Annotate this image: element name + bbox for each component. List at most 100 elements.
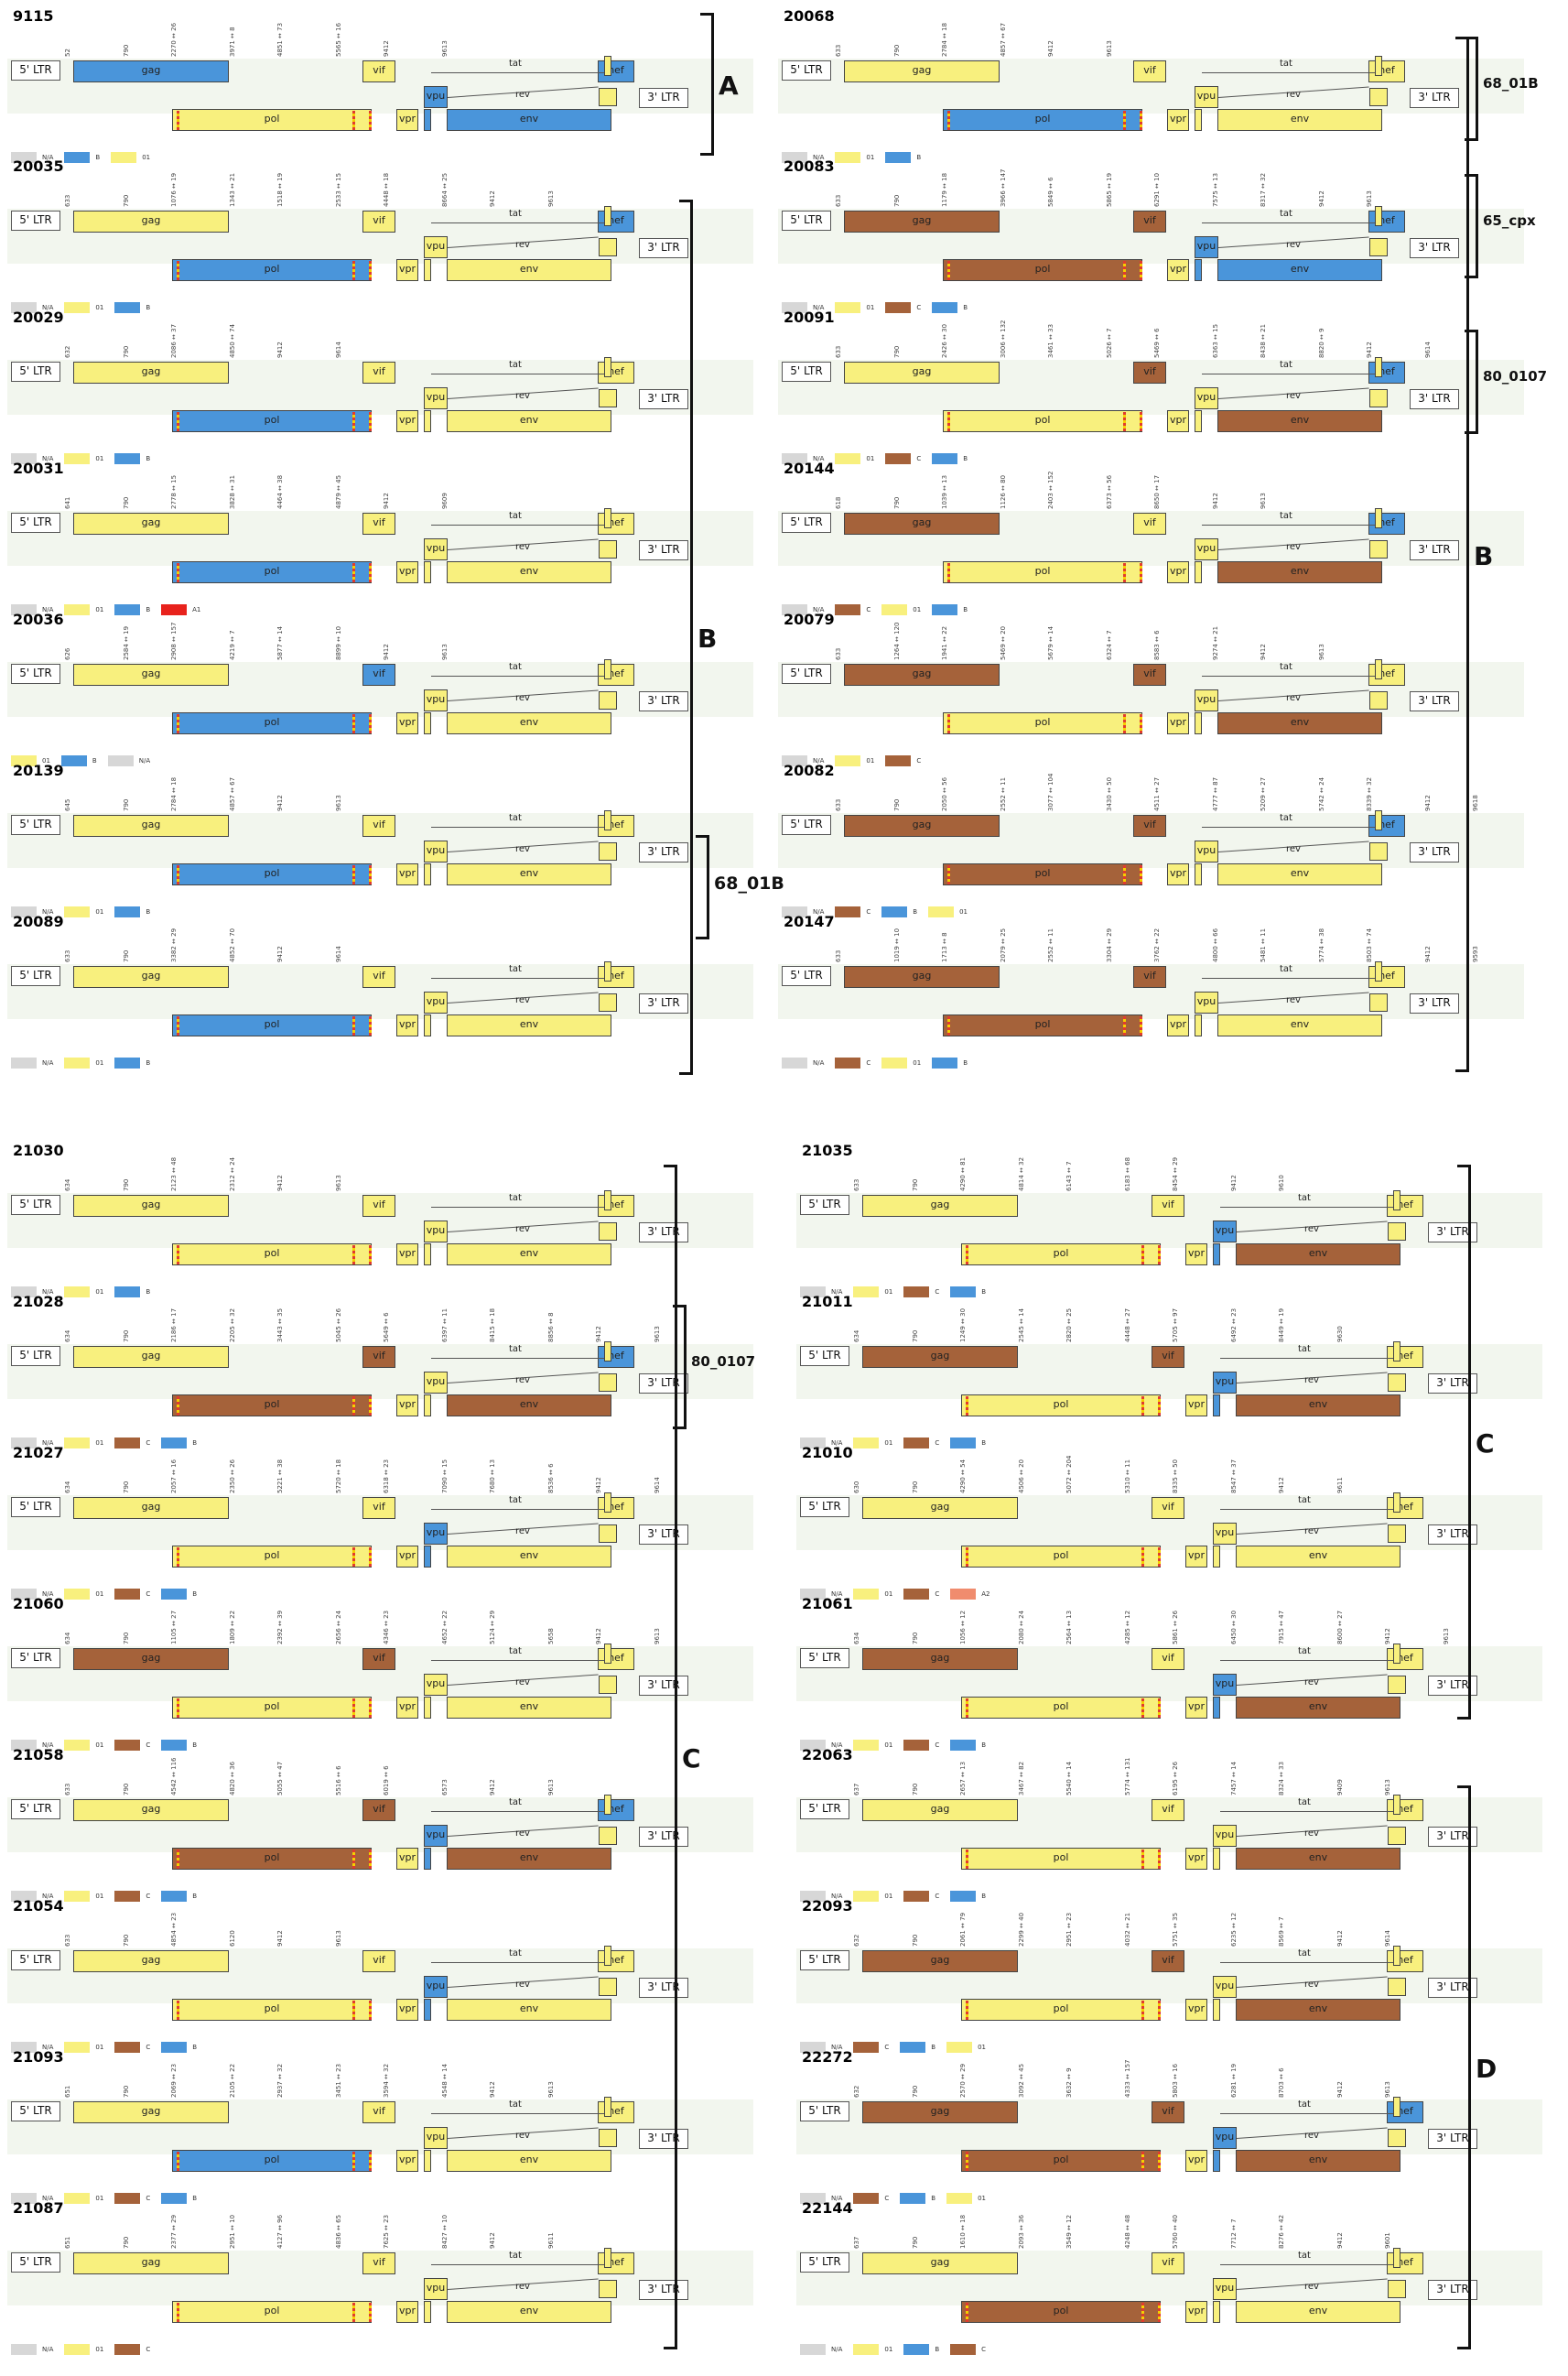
- breakpoint-label: 5774 ↔ 38: [1318, 928, 1325, 962]
- tat-connector: [1220, 1811, 1393, 1812]
- env-gene: env: [447, 259, 611, 281]
- pol-label: pol: [1034, 716, 1051, 728]
- pol-label: pol: [264, 2002, 280, 2014]
- group-label: C: [1476, 1428, 1495, 1459]
- legend-swatch: [950, 2344, 977, 2355]
- rev-exon2: [1388, 2129, 1406, 2147]
- legend-label: 01: [866, 757, 875, 765]
- sample-panel: 21035 633 790 4290 ↔ 81 4814 ↔ 32 6143 ↔ 7 618…: [796, 1140, 1542, 1318]
- breakpoint-label: 9412: [595, 1477, 602, 1493]
- legend-label: B: [913, 908, 918, 916]
- breakpoint-label: 6235 ↔ 12: [1230, 1912, 1238, 1947]
- sample-id: 20079: [784, 611, 835, 628]
- tat-exon1: [1195, 863, 1202, 885]
- legend-swatch: [782, 1058, 807, 1069]
- legend-swatch: [853, 2344, 880, 2355]
- nef-gene: nef: [1368, 664, 1405, 686]
- breakpoint-label: 4850 ↔ 74: [229, 323, 236, 358]
- breakpoint-label: 9613: [1384, 1779, 1391, 1796]
- breakpoint-label: 637: [853, 2236, 860, 2249]
- ltr3-box: 3' LTR: [1410, 88, 1459, 108]
- breakpoint-marker: [1158, 1698, 1161, 1718]
- legend-label: C: [146, 2346, 151, 2353]
- breakpoint-label: 2784 ↔ 18: [170, 776, 178, 811]
- legend-label: B: [931, 2044, 936, 2051]
- legend: N/A 01 C B: [800, 1740, 991, 1751]
- legend-label: B: [981, 1893, 987, 1900]
- breakpoint-marker: [1140, 563, 1142, 582]
- legend-swatch: [903, 1589, 930, 1600]
- vpu-gene: vpu: [424, 1221, 448, 1242]
- env-gene: env: [447, 1014, 611, 1036]
- gag-gene: gag: [73, 815, 229, 837]
- breakpoint-label: 790: [912, 2085, 919, 2098]
- legend-swatch: [64, 1740, 91, 1751]
- legend-swatch: [161, 2042, 188, 2053]
- vpr-gene: vpr: [1167, 561, 1189, 583]
- pol-label: pol: [1034, 113, 1051, 125]
- breakpoint-label: 9613: [547, 2081, 555, 2098]
- gag-label: gag: [141, 64, 161, 76]
- nef-gene: nef: [1387, 1648, 1423, 1670]
- legend-label: N/A: [831, 2044, 843, 2051]
- env-gene: env: [447, 1394, 611, 1416]
- breakpoint-label: 9412: [489, 190, 496, 207]
- sample-panel: 21010 630 790 4290 ↔ 54 4506 ↔ 20 5072 ↔ 204 5…: [796, 1442, 1542, 1621]
- vpu-gene: vpu: [1213, 1372, 1237, 1394]
- breakpoint-marker: [966, 1698, 968, 1718]
- legend-swatch: [782, 906, 807, 917]
- breakpoint-marker: [947, 111, 950, 130]
- tat-exon1: [424, 1546, 431, 1568]
- legend-label: B: [935, 2346, 940, 2353]
- legend-label: N/A: [813, 908, 825, 916]
- breakpoint-label: 632: [853, 2085, 860, 2098]
- sample-panel: 21027 634 790 2057 ↔ 16 2350 ↔ 26 5221 ↔ 38 57…: [7, 1442, 753, 1621]
- rev-exon2: [599, 389, 617, 407]
- group-bracket: [700, 13, 714, 156]
- breakpoint-label: 5720 ↔ 18: [335, 1459, 342, 1493]
- vif-label: vif: [1143, 64, 1156, 76]
- pol-gene: pol: [172, 1848, 372, 1870]
- sample-panel: 22093 632 790 2061 ↔ 79 2299 ↔ 40 2951 ↔ 23 40…: [796, 1895, 1542, 2074]
- breakpoint-label: 8324 ↔ 33: [1278, 1761, 1285, 1796]
- nef-label: nef: [1379, 819, 1395, 830]
- tat-exon1: [424, 561, 431, 583]
- ltr5-box: 5' LTR: [800, 2101, 849, 2121]
- breakpoint-label: 7712 ↔ 7: [1230, 2219, 1238, 2249]
- breakpoint-label: 8449 ↔ 19: [1278, 1307, 1285, 1342]
- breakpoint-marker: [177, 2303, 179, 2322]
- rev-exon2: [599, 88, 617, 106]
- breakpoint-label: 790: [912, 1481, 919, 1493]
- legend-swatch: [782, 302, 807, 313]
- breakpoint-label: 790: [123, 2236, 130, 2249]
- env-gene: env: [447, 712, 611, 734]
- rev-exon2: [1369, 842, 1388, 861]
- breakpoint-label: 9412: [276, 946, 284, 962]
- breakpoint-label: 1713 ↔ 8: [941, 932, 948, 962]
- legend-swatch: [835, 1058, 861, 1069]
- vpr-gene: vpr: [1185, 1243, 1207, 1265]
- group-bracket: [1465, 37, 1478, 141]
- breakpoint-label: 2820 ↔ 25: [1065, 1307, 1073, 1342]
- sample-id: 21030: [13, 1142, 64, 1159]
- breakpoint-label: 8703 ↔ 6: [1278, 2067, 1285, 2098]
- breakpoint-label: 4854 ↔ 23: [170, 1912, 178, 1947]
- legend-label: B: [146, 304, 151, 311]
- legend-swatch: [161, 1740, 188, 1751]
- legend-swatch: [835, 453, 861, 464]
- legend: N/A 01 C B: [782, 453, 973, 464]
- breakpoint-label: 5209 ↔ 27: [1260, 776, 1267, 811]
- tat-label: tat: [509, 964, 522, 974]
- legend-label: 01: [95, 455, 104, 462]
- gag-gene: gag: [862, 1648, 1018, 1670]
- nef-label: nef: [1397, 1652, 1413, 1664]
- breakpoint-label: 9412: [276, 1175, 284, 1191]
- breakpoint-marker: [369, 412, 372, 431]
- breakpoint-label: 9614: [1384, 1930, 1391, 1947]
- sample-id: 20083: [784, 157, 835, 175]
- ltr5-box: 5' LTR: [800, 1346, 849, 1366]
- breakpoint-marker: [369, 1245, 372, 1264]
- legend-label: 01: [884, 1590, 893, 1598]
- legend-swatch: [114, 1286, 141, 1297]
- vpr-label: vpr: [1187, 1247, 1205, 1259]
